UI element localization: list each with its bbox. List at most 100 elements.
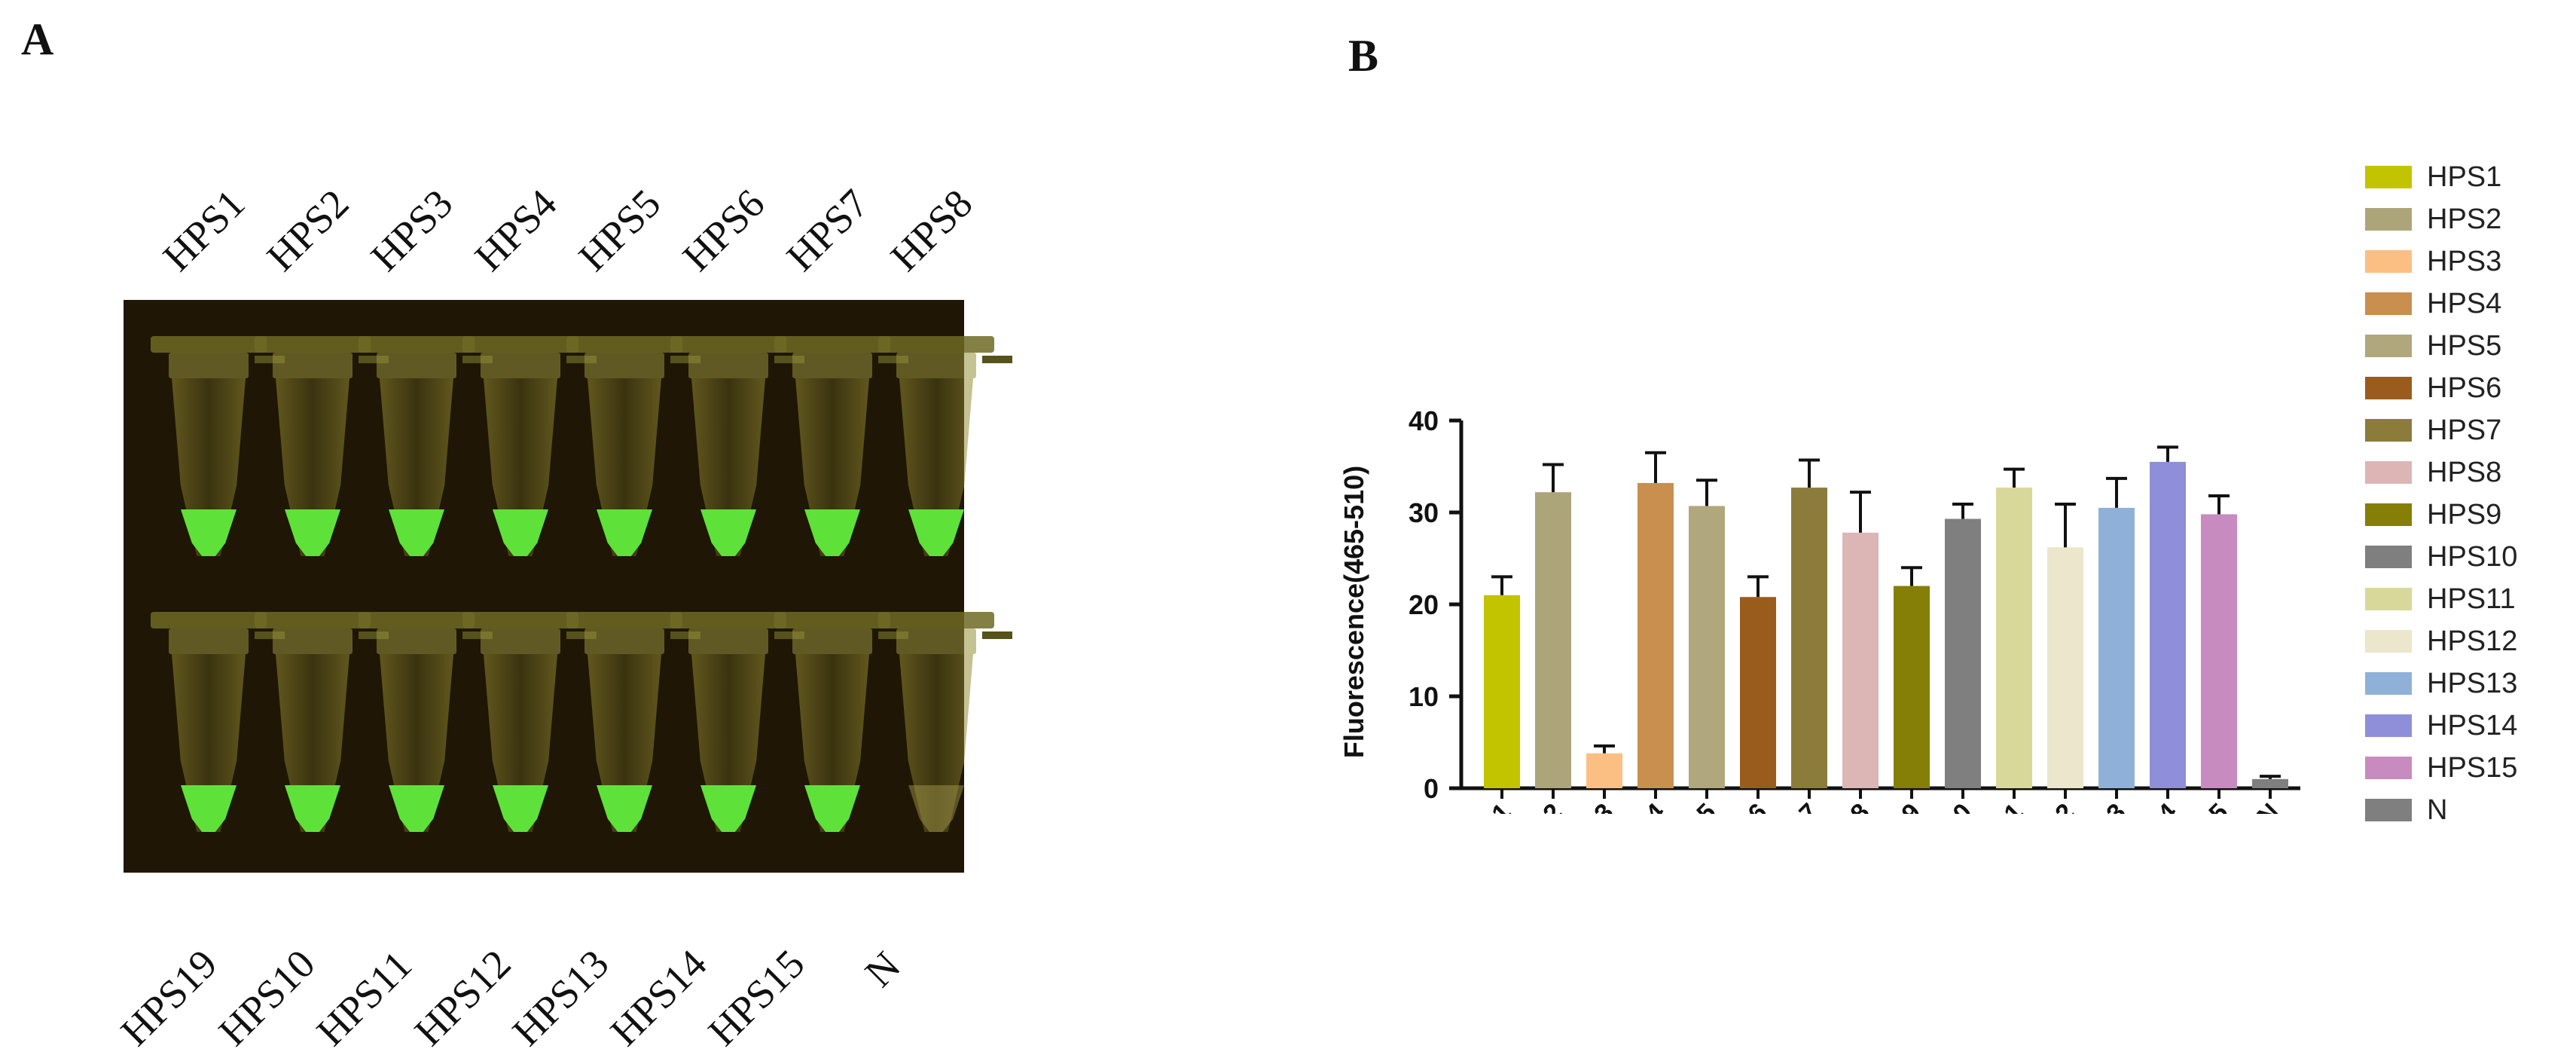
- panel-b-letter: B: [1348, 31, 1379, 81]
- tube-label-bottom: HPS13: [503, 940, 618, 1055]
- tube-liquid: [389, 509, 444, 556]
- tube-label-bottom: N: [856, 942, 910, 995]
- tube-liquid: [804, 785, 860, 832]
- tube-hinge: [670, 356, 700, 363]
- legend-label: HPS4: [2427, 288, 2502, 320]
- tube-cap: [566, 612, 682, 628]
- legend-label: HPS6: [2427, 372, 2502, 404]
- tube-cap: [878, 612, 994, 628]
- pcr-tube: [255, 336, 389, 562]
- tube-label-top: HPS8: [881, 180, 981, 280]
- bar: [1637, 482, 1674, 788]
- tube-photo: [124, 300, 1012, 873]
- bar: [1945, 518, 1981, 788]
- tube-rim: [273, 628, 353, 654]
- tube-cap: [566, 336, 682, 353]
- legend-swatch: [2365, 714, 2412, 737]
- legend-label: HPS9: [2427, 499, 2502, 531]
- pcr-tube: [670, 612, 804, 838]
- tube-label-top: HPS5: [569, 180, 670, 280]
- tube-hinge: [982, 631, 1012, 639]
- tube-rim: [273, 353, 353, 378]
- tube-rim: [377, 628, 456, 654]
- bar: [1740, 597, 1776, 788]
- tube-cap: [359, 336, 475, 353]
- bar: [2201, 514, 2237, 788]
- x-tick-label: HPS9: [1859, 798, 1927, 814]
- legend-label: HPS2: [2427, 203, 2502, 235]
- pcr-tube: [566, 612, 700, 838]
- tube-cap: [255, 612, 371, 628]
- legend-label: N: [2427, 794, 2448, 826]
- tube-hinge: [566, 631, 597, 639]
- tube-hinge: [670, 631, 700, 639]
- y-tick-label: 10: [1409, 681, 1439, 712]
- tube-liquid: [804, 509, 860, 556]
- tube-cap: [462, 612, 578, 628]
- legend-swatch: [2365, 419, 2412, 442]
- fluorescence-bar-chart: 010203040Fluorescence(465-510)HPS1HPS2HP…: [1338, 405, 2300, 814]
- tube-rim: [169, 353, 249, 378]
- tube-rim: [896, 353, 976, 378]
- tube-label-top: HPS3: [362, 180, 462, 280]
- panel-a-letter: A: [21, 14, 54, 64]
- legend-swatch: [2365, 757, 2412, 779]
- tube-liquid: [389, 785, 444, 832]
- legend-label: HPS3: [2427, 246, 2502, 277]
- pcr-tube: [151, 336, 285, 562]
- tube-label-top: HPS7: [777, 180, 877, 280]
- tube-rim: [584, 353, 664, 378]
- pcr-tube: [359, 336, 493, 562]
- tube-liquid: [700, 785, 756, 832]
- x-tick-label: HPS4: [1603, 798, 1671, 814]
- tube-liquid: [700, 509, 756, 556]
- x-tick-label: HPS6: [1705, 798, 1773, 814]
- tube-cap: [878, 336, 994, 353]
- x-tick-label: N: [2251, 798, 2285, 814]
- pcr-tube: [878, 336, 1012, 562]
- y-tick-label: 30: [1409, 497, 1439, 528]
- tube-rim: [688, 628, 768, 654]
- tube-rim: [896, 628, 976, 654]
- legend-swatch: [2365, 672, 2412, 695]
- legend-label: HPS10: [2427, 541, 2518, 573]
- bar: [1996, 488, 2032, 788]
- tube-hinge: [774, 631, 804, 639]
- legend-label: HPS11: [2427, 583, 2516, 615]
- bar: [1484, 595, 1520, 788]
- y-tick-label: 0: [1424, 773, 1439, 804]
- tube-label-top: HPS4: [465, 180, 566, 280]
- y-tick-label: 40: [1409, 405, 1439, 436]
- legend-label: HPS7: [2427, 414, 2502, 446]
- tube-hinge: [878, 631, 908, 639]
- tube-liquid: [285, 509, 340, 556]
- legend-swatch: [2365, 503, 2412, 526]
- legend-swatch: [2365, 292, 2412, 315]
- tube-label-bottom: HPS15: [699, 940, 813, 1055]
- bar: [1689, 506, 1725, 788]
- tube-cap: [670, 612, 786, 628]
- tube-cap: [670, 336, 786, 353]
- tube-cap: [359, 612, 475, 628]
- legend-label: HPS15: [2427, 752, 2518, 784]
- tube-hinge: [982, 356, 1012, 363]
- tube-rim: [688, 353, 768, 378]
- tube-label-bottom: HPS10: [209, 940, 324, 1055]
- legend-label: HPS14: [2427, 710, 2518, 742]
- legend-label: HPS13: [2427, 668, 2518, 699]
- legend-swatch: [2365, 208, 2412, 231]
- pcr-tube: [462, 336, 597, 562]
- bar: [1894, 586, 1930, 788]
- bar: [1535, 492, 1571, 788]
- tube-hinge: [359, 356, 389, 363]
- tube-cap: [462, 336, 578, 353]
- tube-liquid: [908, 785, 964, 832]
- tube-cap: [774, 612, 890, 628]
- tube-hinge: [774, 356, 804, 363]
- legend-label: HPS5: [2427, 330, 2502, 362]
- legend-swatch: [2365, 588, 2412, 610]
- tube-cap: [774, 336, 890, 353]
- legend-swatch: [2365, 546, 2412, 568]
- tube-hinge: [878, 356, 908, 363]
- tube-hinge: [566, 356, 597, 363]
